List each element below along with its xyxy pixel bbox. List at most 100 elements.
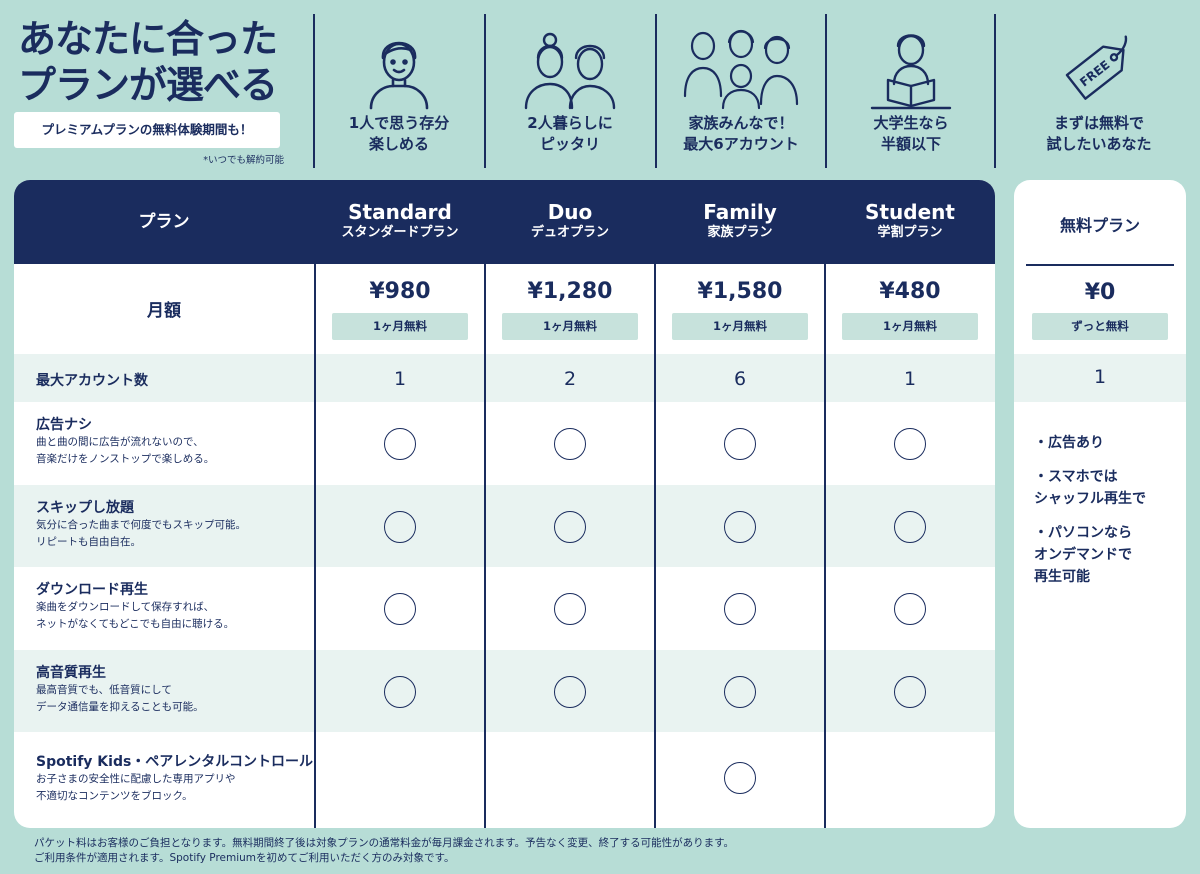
- price-duo: ¥1,280: [527, 279, 613, 304]
- headline: あなたに合った プランが選べる: [18, 16, 278, 108]
- free-plan-note: ずっと無料: [1032, 313, 1168, 340]
- included-circle: [724, 762, 756, 794]
- persona-caption-line2: ピッタリ: [539, 135, 600, 153]
- persona-couple: 2人暮らしに ピッタリ: [485, 14, 655, 168]
- included-circle: [724, 593, 756, 625]
- single-person-icon: [369, 41, 429, 110]
- persona-family: 家族みんなで！ 最大6アカウント: [656, 14, 826, 168]
- free-plan-limitations: ・広告あり ・スマホでは シャッフル再生で ・パソコンなら オンデマンドで 再生…: [1034, 432, 1146, 600]
- persona-caption-line1: 大学生なら: [873, 114, 949, 132]
- headline-line1: あなたに合った: [18, 17, 278, 61]
- price-family: ¥1,580: [697, 279, 783, 304]
- plan-header-family: Family 家族プラン: [656, 180, 824, 264]
- included-circle: [384, 428, 416, 460]
- plan-name-ja: 学割プラン: [877, 225, 943, 240]
- persona-caption-line2: 試したいあなた: [1046, 135, 1152, 153]
- plan-name-ja: スタンダードプラン: [341, 225, 459, 240]
- persona-caption-line1: 2人暮らしに: [527, 114, 613, 132]
- accounts-family: 6: [733, 368, 747, 390]
- footnote: パケット料はお客様のご負担となります。無料期間終了後は対象プランの通常料金が毎月…: [34, 836, 734, 866]
- feature-title: ダウンロード再生: [36, 582, 148, 598]
- header-divider: [994, 14, 996, 168]
- trial-tag: 1ヶ月無料: [332, 313, 468, 340]
- max-accounts-label: 最大アカウント数: [36, 373, 148, 389]
- price-standard: ¥980: [369, 279, 431, 304]
- free-plan-divider: [1026, 264, 1174, 266]
- included-circle: [554, 593, 586, 625]
- row-band: [1014, 354, 1186, 402]
- included-circle: [894, 511, 926, 543]
- header-divider: [484, 14, 486, 168]
- accounts-duo: 2: [563, 368, 577, 390]
- headline-line2: プランが選べる: [18, 63, 278, 107]
- student-icon: [870, 34, 952, 110]
- feature-desc: 曲と曲の間に広告が流れないので、 音楽だけをノンストップで楽しめる。: [36, 436, 215, 465]
- cancel-note: *いつでも解約可能: [203, 155, 284, 166]
- header-divider: [655, 14, 657, 168]
- plan-header-student: Student 学割プラン: [826, 180, 994, 264]
- free-plan-card: 無料プラン ¥0 ずっと無料 1 ・広告あり ・スマホでは シャッフル再生で ・…: [1014, 180, 1186, 828]
- column-divider: [824, 200, 826, 828]
- plan-name-ja: デュオプラン: [530, 225, 609, 240]
- included-circle: [724, 428, 756, 460]
- price-student: ¥480: [879, 279, 941, 304]
- feature-title: 広告ナシ: [36, 417, 92, 433]
- included-circle: [554, 676, 586, 708]
- persona-caption-line2: 楽しめる: [368, 135, 429, 153]
- row-band: [14, 354, 995, 402]
- included-circle: [384, 676, 416, 708]
- feature-desc: 気分に合った曲まで何度でもスキップ可能。 リピートも自由自在。: [36, 519, 246, 548]
- limitation-item: ・スマホでは シャッフル再生で: [1034, 469, 1146, 507]
- persona-single: 1人で思う存分 楽しめる: [314, 14, 484, 168]
- free-plan-accounts: 1: [1093, 366, 1107, 388]
- persona-caption-line2: 最大6アカウント: [683, 135, 799, 153]
- feature-title: スキップし放題: [36, 500, 134, 516]
- persona-caption-line1: まずは無料で: [1053, 114, 1144, 132]
- included-circle: [384, 593, 416, 625]
- trial-tag: 1ヶ月無料: [842, 313, 978, 340]
- included-circle: [894, 676, 926, 708]
- included-circle: [724, 676, 756, 708]
- table-header: [14, 180, 995, 264]
- row-band: [14, 485, 995, 567]
- feature-desc: 最高音質でも、低音質にして データ通信量を抑えることも可能。: [36, 684, 204, 713]
- plan-name-en: Student: [865, 200, 955, 224]
- plan-name-en: Standard: [348, 200, 452, 224]
- included-circle: [554, 428, 586, 460]
- family-icon: [683, 29, 799, 110]
- included-circle: [384, 511, 416, 543]
- persona-caption-line1: 1人で思う存分: [348, 114, 450, 132]
- feature-desc: 楽曲をダウンロードして保存すれば、 ネットがなくてもどこでも自由に聴ける。: [36, 601, 235, 630]
- feature-desc: お子さまの安全性に配慮した専用アプリや 不適切なコンテンツをブロック。: [36, 773, 236, 802]
- persona-student: 大学生なら 半額以下: [826, 14, 996, 168]
- plan-name-en: Family: [703, 200, 777, 224]
- trial-tag: 1ヶ月無料: [502, 313, 638, 340]
- footnote-line1: パケット料はお客様のご負担となります。無料期間終了後は対象プランの通常料金が毎月…: [34, 837, 735, 849]
- free-plan-title: 無料プラン: [1059, 216, 1140, 235]
- trial-badge: プレミアムプランの無料体験期間も！: [14, 112, 280, 148]
- included-circle: [554, 511, 586, 543]
- limitation-item: ・パソコンなら オンデマンドで 再生可能: [1034, 525, 1132, 585]
- couple-icon: [524, 32, 616, 110]
- feature-title: Spotify Kids・ペアレンタルコントロール: [36, 754, 314, 770]
- monthly-price-label: 月額: [147, 301, 181, 321]
- column-divider: [314, 200, 316, 828]
- header-divider: [313, 14, 315, 168]
- trial-tag: 1ヶ月無料: [672, 313, 808, 340]
- limitation-item: ・広告あり: [1034, 435, 1104, 451]
- plan-header-duo: Duo デュオプラン: [486, 180, 654, 264]
- accounts-standard: 1: [393, 368, 407, 390]
- plan-name-ja: 家族プラン: [707, 225, 773, 240]
- feature-title: 高音質再生: [36, 665, 106, 681]
- persona-caption-line1: 家族みんなで！: [688, 114, 794, 132]
- free-tag-icon: FREE: [1065, 35, 1128, 100]
- included-circle: [894, 593, 926, 625]
- persona-caption-line2: 半額以下: [880, 135, 941, 153]
- plan-header-standard: Standard スタンダードプラン: [316, 180, 484, 264]
- accounts-student: 1: [903, 368, 917, 390]
- persona-free: FREE まずは無料で 試したいあなた: [1014, 14, 1184, 168]
- row-band: [14, 650, 995, 732]
- plan-column-label: プラン: [138, 212, 190, 232]
- included-circle: [894, 428, 926, 460]
- column-divider: [654, 200, 656, 828]
